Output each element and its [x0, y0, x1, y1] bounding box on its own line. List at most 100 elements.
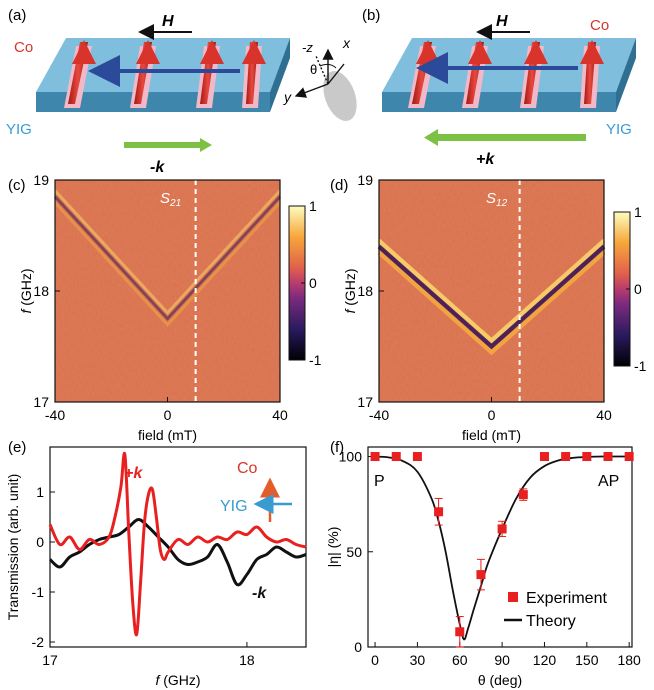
colorbar-d-ticks: 1 0 -1	[626, 204, 647, 374]
y-tick-label: 19	[357, 172, 373, 188]
y-tick-label: 17	[33, 394, 49, 410]
panel-c: (c) S21 -40 0 40 17 18 19 field (mT) f (GHz) 1 0…	[8, 172, 322, 443]
y-tick-label: 50	[346, 544, 362, 560]
axis-y-label: y	[283, 89, 292, 105]
experiment-marker	[561, 452, 571, 462]
colorbar-tick-label: -1	[309, 352, 322, 368]
x-tick-label: -40	[369, 407, 389, 423]
y-tick-label: 18	[357, 283, 373, 299]
y-axis-label: Transmission (arb. unit)	[5, 474, 21, 621]
plot-f-legend: Experiment Theory	[504, 590, 607, 630]
series-line-plus-k	[48, 451, 307, 637]
x-axis-label: field (mT)	[462, 427, 521, 443]
heatmap-c-s-label: S21	[160, 190, 181, 209]
x-tick-label: 30	[410, 652, 426, 668]
experiment-marker	[624, 452, 634, 462]
colorbar-tick-label: 0	[309, 275, 317, 291]
ap-label: AP	[598, 473, 619, 490]
axis-theta-label: θ	[310, 62, 317, 77]
p-label: P	[374, 473, 385, 490]
yig-label-b: YIG	[606, 121, 632, 138]
legend-marker-experiment	[508, 592, 518, 602]
legend-label-theory: Theory	[526, 613, 576, 630]
plus-k-label: +k	[124, 465, 143, 482]
experiment-marker	[412, 452, 422, 462]
x-axis-label: θ (deg)	[478, 672, 522, 688]
colorbar-tick-label: 1	[634, 204, 642, 220]
x-tick-label: 180	[617, 652, 641, 668]
x-tick-label: 60	[452, 652, 468, 668]
experiment-marker	[455, 627, 465, 637]
dispersion-branch	[53, 201, 282, 327]
axis-x-label: x	[342, 35, 351, 51]
yig-label-a: YIG	[6, 121, 32, 138]
experiment-marker	[434, 507, 444, 517]
plot-f-axes: 0 30 60 90 120 150 180 0 50 100 θ (deg) |η| (%)	[325, 449, 641, 688]
heatmap-c-axes: -40 0 40 17 18 19 field (mT) f (GHz)	[18, 172, 288, 443]
panel-a: (a) Co H YIG -k	[6, 7, 290, 176]
x-tick-label: 40	[596, 407, 612, 423]
heatmap-d-s-label: S12	[486, 190, 508, 209]
x-tick-label: 18	[239, 652, 255, 668]
y-tick-label: 19	[33, 172, 49, 188]
x-tick-label: 0	[164, 407, 172, 423]
panel-f-label: (f)	[330, 439, 344, 456]
green-arrow-b	[424, 129, 586, 146]
x-tick-label: 90	[494, 652, 510, 668]
y-tick-label: 0	[36, 534, 44, 550]
inset-glyph-e: Co YIG	[220, 460, 292, 522]
y-tick-label: -1	[32, 584, 45, 600]
dispersion-branch	[377, 239, 606, 344]
panel-f: (f) 0 30 60 90 120 150 180 0 50 100 θ (deg) |η| (%)…	[325, 439, 641, 688]
x-tick-label: 17	[42, 652, 58, 668]
panel-e: (e) 17 18 1 0 -1 -2 f (GHz) Transmission (arb. …	[5, 439, 307, 688]
dispersion-branch	[377, 245, 606, 350]
minus-k-label: -k	[252, 585, 267, 602]
colorbar-c-ticks: 1 0 -1	[301, 198, 322, 368]
y-axis-label: f (GHz)	[342, 268, 358, 313]
legend-label-experiment: Experiment	[526, 590, 607, 607]
y-tick-label: 18	[33, 283, 49, 299]
x-tick-label: 120	[533, 652, 557, 668]
tilt-ellipse	[323, 71, 357, 121]
co-label-a: Co	[14, 39, 33, 56]
experiment-marker	[603, 452, 613, 462]
x-tick-label: 40	[272, 407, 288, 423]
x-tick-label: 0	[371, 652, 379, 668]
panel-b-label: (b)	[362, 7, 380, 24]
x-axis-label: field (mT)	[138, 427, 197, 443]
panel-a-label: (a)	[8, 7, 26, 24]
colorbar-tick-label: -1	[634, 358, 647, 374]
theory-line	[374, 455, 630, 641]
colorbar-tick-label: 1	[309, 198, 317, 214]
x-tick-label: 0	[488, 407, 496, 423]
y-axis-label: |η| (%)	[325, 527, 341, 568]
experiment-marker	[539, 452, 549, 462]
heatmap-d-axes: -40 0 40 17 18 19 field (mT) f (GHz)	[342, 172, 612, 443]
experiment-marker	[391, 452, 401, 462]
series-line-minus-k	[48, 517, 307, 587]
y-axis-label: f (GHz)	[18, 268, 34, 313]
y-tick-label: 17	[357, 394, 373, 410]
wavevector-label-a: -k	[150, 159, 165, 176]
co-label-b: Co	[590, 17, 609, 34]
y-tick-label: 1	[36, 484, 44, 500]
dispersion-branch	[377, 251, 606, 356]
colorbar-tick-label: 0	[634, 281, 642, 297]
x-tick-label: 150	[575, 652, 599, 668]
x-axis-label: f (GHz)	[155, 672, 200, 688]
y-tick-label: 100	[339, 449, 363, 465]
y-tick-label: -2	[32, 634, 45, 650]
experiment-marker	[582, 452, 592, 462]
green-arrow-a	[124, 138, 212, 152]
inset-yig-label: YIG	[220, 498, 248, 515]
experiment-marker	[476, 570, 486, 580]
y-tick-label: 0	[354, 639, 362, 655]
axis-negz-label: -z	[302, 40, 313, 55]
panel-c-label: (c)	[8, 177, 26, 194]
inset-co-label: Co	[237, 460, 258, 477]
panel-d-label: (d)	[330, 177, 348, 194]
panel-e-label: (e)	[8, 439, 26, 456]
experiment-marker	[518, 490, 528, 500]
plot-e-lines	[48, 451, 307, 637]
